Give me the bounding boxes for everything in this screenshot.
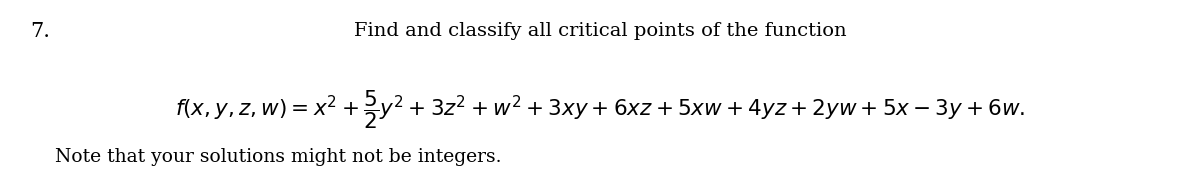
- Text: 7.: 7.: [30, 22, 50, 41]
- Text: $f(x, y, z, w) = x^2 + \dfrac{5}{2}y^2 + 3z^2 + w^2 + 3xy + 6xz + 5xw + 4yz + 2y: $f(x, y, z, w) = x^2 + \dfrac{5}{2}y^2 +…: [175, 88, 1025, 131]
- Text: Find and classify all critical points of the function: Find and classify all critical points of…: [354, 22, 846, 40]
- Text: Note that your solutions might not be integers.: Note that your solutions might not be in…: [55, 148, 502, 166]
